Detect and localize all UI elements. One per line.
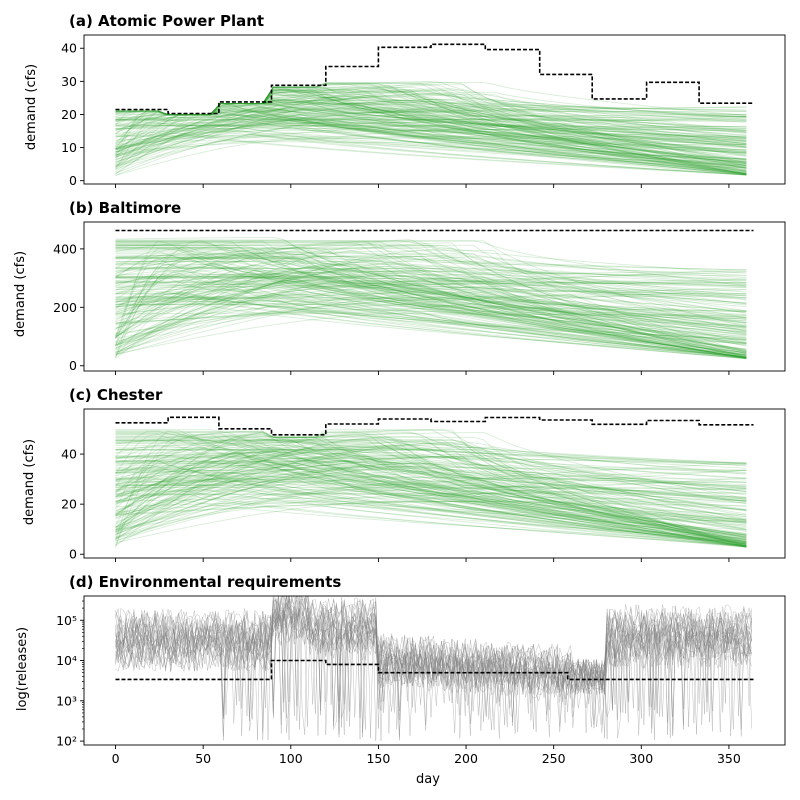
- panel-c-plot: 0 20 40: [61, 408, 786, 562]
- y-tick-label: 30: [61, 74, 77, 89]
- y-tick-label: 10²: [56, 734, 77, 749]
- y-tick-label: 20: [61, 107, 77, 122]
- axes-frame: [83, 221, 786, 372]
- panel-c-title: (c) Chester: [69, 386, 163, 404]
- x-tick-label: 200: [454, 751, 478, 766]
- panel-a-ylabel: demand (cfs): [24, 64, 39, 150]
- y-tick-label: 20: [61, 497, 77, 512]
- y-tick-label: 40: [61, 447, 77, 462]
- panel-a: (a) Atomic Power Plant demand (cfs) 0 10 2…: [24, 12, 786, 188]
- panel-c-ylabel: demand (cfs): [22, 439, 37, 525]
- panel-a-plot: 0 10 20 30 40: [61, 34, 786, 188]
- x-tick-label: 50: [195, 751, 211, 766]
- x-tick-label: 250: [542, 751, 566, 766]
- panel-d: (d) Environmental requirements log(relea…: [15, 573, 786, 787]
- threshold-line: [115, 416, 754, 436]
- y-tick-label: 200: [53, 300, 77, 315]
- ensemble-traces: [115, 237, 747, 360]
- y-tick-label: 10: [61, 140, 77, 155]
- panel-d-plot: 0 50 100 150 200 250 300 350 10² 10³ 10⁴ 10⁵: [56, 595, 786, 766]
- panel-b-ylabel: demand (cfs): [13, 251, 28, 337]
- x-tick-label: 300: [629, 751, 653, 766]
- threshold-line: [115, 43, 754, 115]
- panel-d-ylabel: log(releases): [15, 627, 30, 711]
- y-tick-label: 10³: [56, 693, 77, 708]
- y-tick-label: 10⁵: [56, 613, 77, 628]
- x-tick-label: 150: [366, 751, 390, 766]
- ensemble-traces: [115, 596, 752, 742]
- panel-b-title: (b) Baltimore: [69, 199, 181, 217]
- panel-b: (b) Baltimore demand (cfs) 0 200 400: [13, 199, 786, 375]
- panel-a-title: (a) Atomic Power Plant: [69, 12, 264, 30]
- x-tick-label: 100: [279, 751, 303, 766]
- ensemble-traces: [115, 429, 747, 548]
- y-tick-label: 0: [69, 547, 77, 562]
- y-tick-label: 400: [53, 241, 77, 256]
- panel-d-xlabel: day: [416, 772, 440, 787]
- panel-d-title: (d) Environmental requirements: [69, 573, 341, 591]
- ensemble-traces: [115, 81, 747, 176]
- y-tick-label: 0: [69, 173, 77, 188]
- axes-frame: [83, 408, 786, 559]
- y-tick-label: 40: [61, 41, 77, 56]
- y-tick-label: 10⁴: [56, 653, 77, 668]
- panel-b-plot: 0 200 400: [53, 221, 786, 375]
- axes-frame: [83, 595, 786, 746]
- x-tick-label: 350: [717, 751, 741, 766]
- threshold-line: [115, 659, 754, 681]
- x-tick-label: 0: [112, 751, 120, 766]
- panel-c: (c) Chester demand (cfs) 0 20 40: [22, 386, 786, 562]
- axes-frame: [83, 34, 786, 185]
- y-tick-label: 0: [69, 358, 77, 373]
